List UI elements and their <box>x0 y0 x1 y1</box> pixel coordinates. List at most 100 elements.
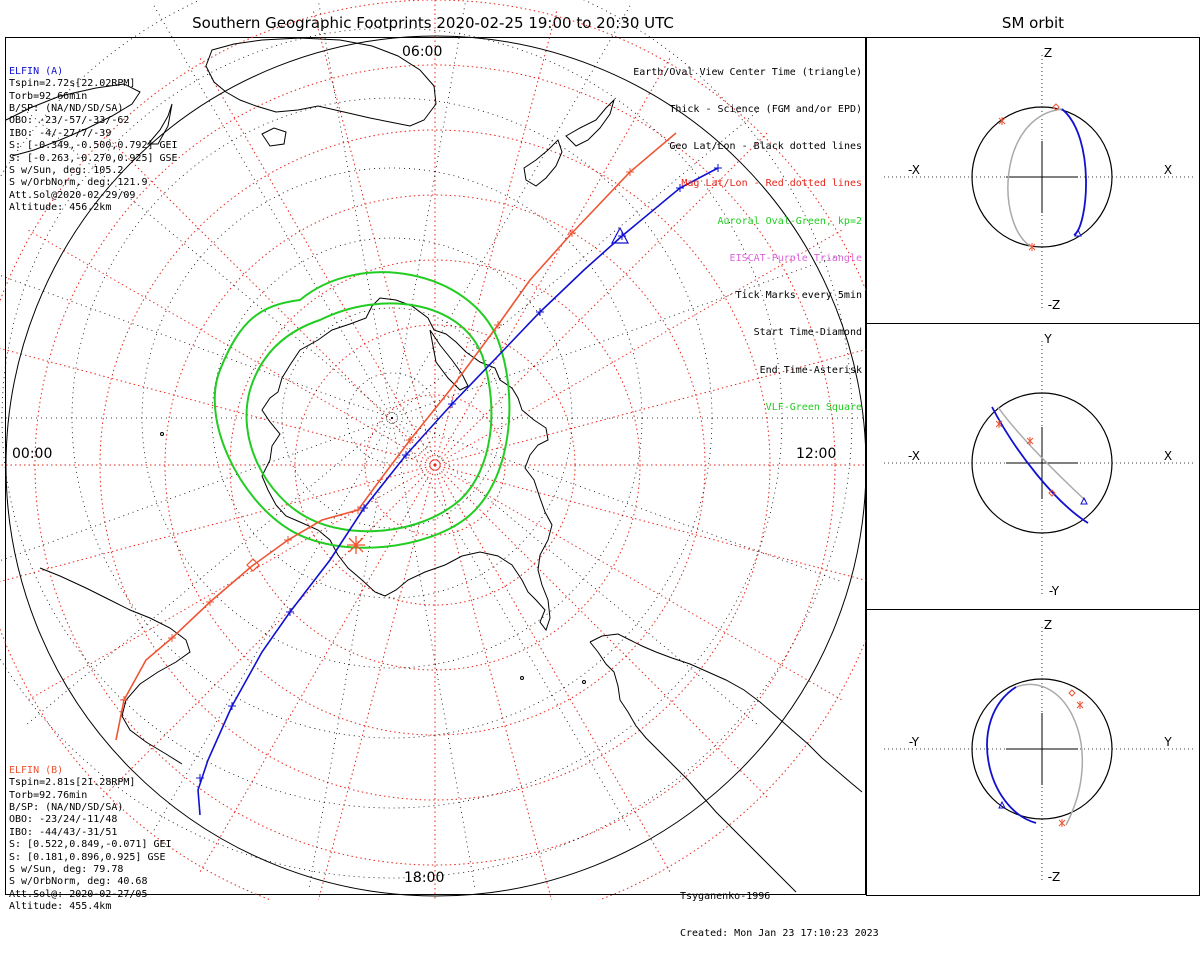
axis-label-right: X <box>1164 449 1172 463</box>
mag-lon-line <box>434 132 768 466</box>
elfin-a-tick <box>676 184 684 192</box>
mlt-label-bottom: 18:00 <box>404 870 445 886</box>
panel-frame <box>866 609 1200 896</box>
axis-label-left: -X <box>908 163 920 177</box>
panel-frame <box>866 37 1200 324</box>
mag-lon-line <box>317 464 436 900</box>
elfin-b-tick <box>206 598 214 606</box>
axis-label-right: Y <box>1163 735 1172 749</box>
orbit-a-path <box>991 406 1089 524</box>
created-label: Created: Mon Jan 23 17:10:23 2023 <box>680 928 879 940</box>
geo-lon-line <box>391 417 760 727</box>
elfin-a-tick <box>448 400 456 408</box>
earth-circle <box>971 392 1113 534</box>
elfin-b-info: ELFIN (B) Tspin=2.81s[21.28RPM] Torb=92.76… <box>9 740 172 926</box>
elfin-b-footprint-track <box>115 132 677 741</box>
elfin-a-line: Altitude: 456.2km <box>9 202 112 214</box>
axis-label-top: Z <box>1044 618 1052 632</box>
elfin-a-path <box>197 167 719 816</box>
sm-orbit-panel-xy: Y -Y -X X <box>866 323 1200 610</box>
axis-label-top: Y <box>1043 332 1052 346</box>
madagascar-coast <box>146 103 173 145</box>
australia-coast <box>205 37 437 127</box>
elfin-b-line: B/SP: (NA/ND/SD/SA) <box>9 802 124 814</box>
mag-lat-circle <box>99 129 771 801</box>
orbit-end-asterisk <box>995 420 1003 428</box>
geo-lon-line <box>391 0 467 419</box>
elfin-a-footprint-track <box>196 164 722 816</box>
earth-circle <box>971 106 1113 248</box>
axis-label-bottom: -Z <box>1048 298 1061 312</box>
legend-item: Earth/Oval View Center Time (triangle) <box>633 66 862 78</box>
geo-lon-line <box>151 417 393 834</box>
legend-item: Tick Marks every 5min <box>735 290 862 302</box>
coastlines <box>5 37 863 893</box>
elfin-b-tick <box>406 436 414 444</box>
mag-lon-line <box>434 229 843 466</box>
elfin-b-line: Tspin=2.81s[21.28RPM] <box>9 777 136 789</box>
geo-lon-line <box>0 274 393 419</box>
elfin-a-tick <box>360 504 368 512</box>
panel-frame <box>866 323 1200 610</box>
geo-lon-line <box>391 2 633 419</box>
plot-title: Southern Geographic Footprints 2020-02-2… <box>192 14 674 32</box>
axis-label-right: X <box>1164 163 1172 177</box>
elfin-b-line: OBO: -23/24/-11/48 <box>9 814 118 826</box>
sm-orbit-panel-yz: Z -Z -Y Y <box>866 609 1200 896</box>
africa-coast <box>5 83 141 157</box>
geo-lon-line <box>24 109 393 419</box>
mlt-label-top: 06:00 <box>402 44 443 60</box>
orbit-end-asterisk <box>1058 819 1066 827</box>
legend-item: End Time-Asterisk <box>759 364 862 376</box>
elfin-b-line: Att.Sol@: 2020-02-27/05 <box>9 888 148 900</box>
mag-lat-circle <box>229 259 641 671</box>
orbit-end-asterisk <box>998 117 1006 125</box>
tasmania-coast <box>261 127 287 147</box>
mag-lon-line <box>102 464 436 798</box>
elfin-a-line: S w/Sun, deg: 105.2 <box>9 165 124 177</box>
orbit-a-path <box>1061 108 1087 236</box>
elfin-a-line: S: [-0.263,-0.270,0.925] GSE <box>9 152 178 164</box>
axis-label-top: Z <box>1044 46 1052 60</box>
antarctica-coast <box>261 297 553 632</box>
elfin-b-tick <box>354 506 362 514</box>
elfin-a-line: OBO: -23/-57/-33/-62 <box>9 115 130 127</box>
mag-lon-line <box>434 348 866 466</box>
orbit-end-asterisk <box>1026 437 1034 445</box>
orbit-start-diamond <box>1048 489 1056 497</box>
elfin-b-tick <box>626 168 634 176</box>
elfin-b-line: S: [0.181,0.896,0.925] GSE <box>9 851 166 863</box>
geo-lon-line <box>391 417 476 891</box>
geo-lon-line <box>151 2 393 419</box>
legend-item: Start Time-Diamond <box>753 327 862 339</box>
orbit-a-path <box>986 686 1037 824</box>
orbit-b-path <box>1015 683 1083 826</box>
orbit-b-path <box>997 406 1087 502</box>
legend-item: Auroral Oval-Green, kp=2 <box>717 215 863 227</box>
mag-lon-line <box>434 464 671 873</box>
elfin-b-line: S w/Sun, deg: 79.78 <box>9 864 124 876</box>
elfin-a-tick <box>228 702 236 710</box>
elfin-b-tick <box>494 321 502 329</box>
horizon-circle <box>5 35 866 897</box>
elfin-a-tick <box>286 608 294 616</box>
mlt-label-right: 12:00 <box>796 446 837 462</box>
elfin-a-tick <box>714 164 722 172</box>
orbit-view-triangle <box>1074 228 1082 237</box>
elfin-a-name: ELFIN (A) <box>9 65 64 77</box>
elfin-b-tick <box>120 696 128 704</box>
legend-item: Geo Lat/Lon - Black dotted lines <box>669 141 862 153</box>
legend-item: Mag Lat/Lon - Red dotted lines <box>681 178 862 190</box>
south-america-coast <box>589 633 863 893</box>
elfin-a-line: IBO: -4/-27/7/-39 <box>9 127 112 139</box>
geo-lon-line <box>391 417 633 834</box>
elfin-a-line: Att.Sol@2020-02-29/09 <box>9 189 136 201</box>
elfin-b-path <box>115 132 677 741</box>
elfin-b-line: S w/OrbNorm, deg: 40.68 <box>9 876 148 888</box>
geo-lon-line <box>308 417 393 891</box>
new-zealand-coast <box>523 98 616 187</box>
credits: Tsyganenko-1996 Created: Mon Jan 23 17:1… <box>680 866 879 953</box>
geo-lon-line <box>317 0 393 419</box>
mag-lon-line <box>434 464 843 701</box>
auroral-oval-outer <box>213 271 511 549</box>
